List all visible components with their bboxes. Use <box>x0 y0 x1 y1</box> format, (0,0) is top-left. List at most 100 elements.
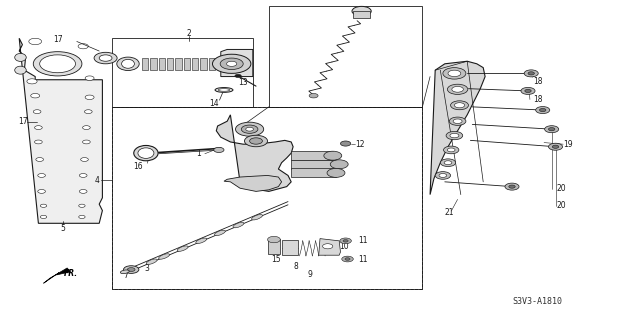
Circle shape <box>127 268 135 271</box>
Circle shape <box>440 159 456 167</box>
Polygon shape <box>209 58 215 70</box>
Circle shape <box>246 127 253 131</box>
Circle shape <box>528 72 534 75</box>
Text: 4: 4 <box>95 176 100 185</box>
Circle shape <box>244 135 268 147</box>
Polygon shape <box>184 58 190 70</box>
Circle shape <box>31 93 40 98</box>
Ellipse shape <box>252 214 262 220</box>
Text: 3: 3 <box>145 264 150 273</box>
Ellipse shape <box>177 246 188 251</box>
Circle shape <box>29 38 42 45</box>
Polygon shape <box>221 49 253 77</box>
Circle shape <box>452 86 463 92</box>
Ellipse shape <box>196 238 207 243</box>
Ellipse shape <box>116 57 140 70</box>
Circle shape <box>81 158 88 161</box>
Circle shape <box>79 204 85 207</box>
Circle shape <box>33 110 41 114</box>
Circle shape <box>40 55 76 73</box>
Circle shape <box>35 140 42 144</box>
Circle shape <box>524 70 538 77</box>
Circle shape <box>79 189 87 193</box>
Polygon shape <box>224 175 282 191</box>
Circle shape <box>85 76 94 80</box>
Circle shape <box>342 256 353 262</box>
Circle shape <box>447 148 455 152</box>
Text: 10: 10 <box>339 242 349 251</box>
Circle shape <box>235 74 241 78</box>
Circle shape <box>227 61 237 66</box>
Text: 8: 8 <box>293 262 298 271</box>
Text: 21: 21 <box>445 208 454 217</box>
Polygon shape <box>142 58 148 70</box>
Circle shape <box>448 70 461 77</box>
Circle shape <box>525 89 531 93</box>
Text: 11: 11 <box>358 256 368 264</box>
Circle shape <box>38 174 45 177</box>
Polygon shape <box>19 38 102 223</box>
Ellipse shape <box>233 222 244 228</box>
Circle shape <box>212 54 251 73</box>
Text: 1: 1 <box>196 149 201 158</box>
Ellipse shape <box>214 230 225 236</box>
Circle shape <box>94 52 117 64</box>
Circle shape <box>345 258 350 260</box>
Circle shape <box>435 172 451 179</box>
Text: 20: 20 <box>557 184 566 193</box>
Ellipse shape <box>138 148 154 159</box>
Circle shape <box>79 215 85 219</box>
Text: 17: 17 <box>52 35 63 44</box>
Bar <box>282 240 298 255</box>
Text: 2: 2 <box>186 29 191 38</box>
Circle shape <box>509 185 515 188</box>
Text: 19: 19 <box>563 140 573 149</box>
Text: 6: 6 <box>365 10 370 19</box>
Bar <box>291 168 336 177</box>
Circle shape <box>548 128 555 131</box>
Text: 15: 15 <box>271 256 282 264</box>
Circle shape <box>439 174 447 177</box>
Bar <box>268 239 280 254</box>
Text: 7: 7 <box>124 271 129 280</box>
Text: 12: 12 <box>355 140 365 149</box>
Bar <box>291 151 333 160</box>
Circle shape <box>323 244 333 249</box>
Text: 20: 20 <box>557 201 566 210</box>
Circle shape <box>548 143 563 150</box>
Ellipse shape <box>120 270 129 274</box>
Polygon shape <box>192 58 198 70</box>
Text: 9: 9 <box>308 271 313 279</box>
Circle shape <box>450 133 459 138</box>
Circle shape <box>453 119 462 123</box>
Text: 16: 16 <box>132 162 143 171</box>
Polygon shape <box>150 58 157 70</box>
Text: 5: 5 <box>60 224 65 233</box>
Circle shape <box>40 204 47 207</box>
Polygon shape <box>159 58 165 70</box>
Polygon shape <box>216 115 293 191</box>
Ellipse shape <box>134 145 158 161</box>
Circle shape <box>552 145 559 148</box>
Circle shape <box>340 141 351 146</box>
Circle shape <box>33 52 82 76</box>
Circle shape <box>444 146 459 154</box>
Text: 18: 18 <box>533 77 543 86</box>
Ellipse shape <box>146 259 157 264</box>
Circle shape <box>454 103 465 108</box>
Circle shape <box>521 87 535 94</box>
Text: 14: 14 <box>209 99 220 108</box>
Ellipse shape <box>122 59 134 68</box>
Circle shape <box>324 151 342 160</box>
Bar <box>353 11 370 18</box>
Circle shape <box>505 183 519 190</box>
Circle shape <box>449 117 466 125</box>
Circle shape <box>446 131 463 140</box>
Text: 18: 18 <box>533 95 543 104</box>
Text: 13: 13 <box>238 78 248 87</box>
Ellipse shape <box>15 54 26 62</box>
Circle shape <box>340 238 351 244</box>
Circle shape <box>343 240 348 242</box>
Circle shape <box>40 215 47 219</box>
Ellipse shape <box>15 66 26 74</box>
